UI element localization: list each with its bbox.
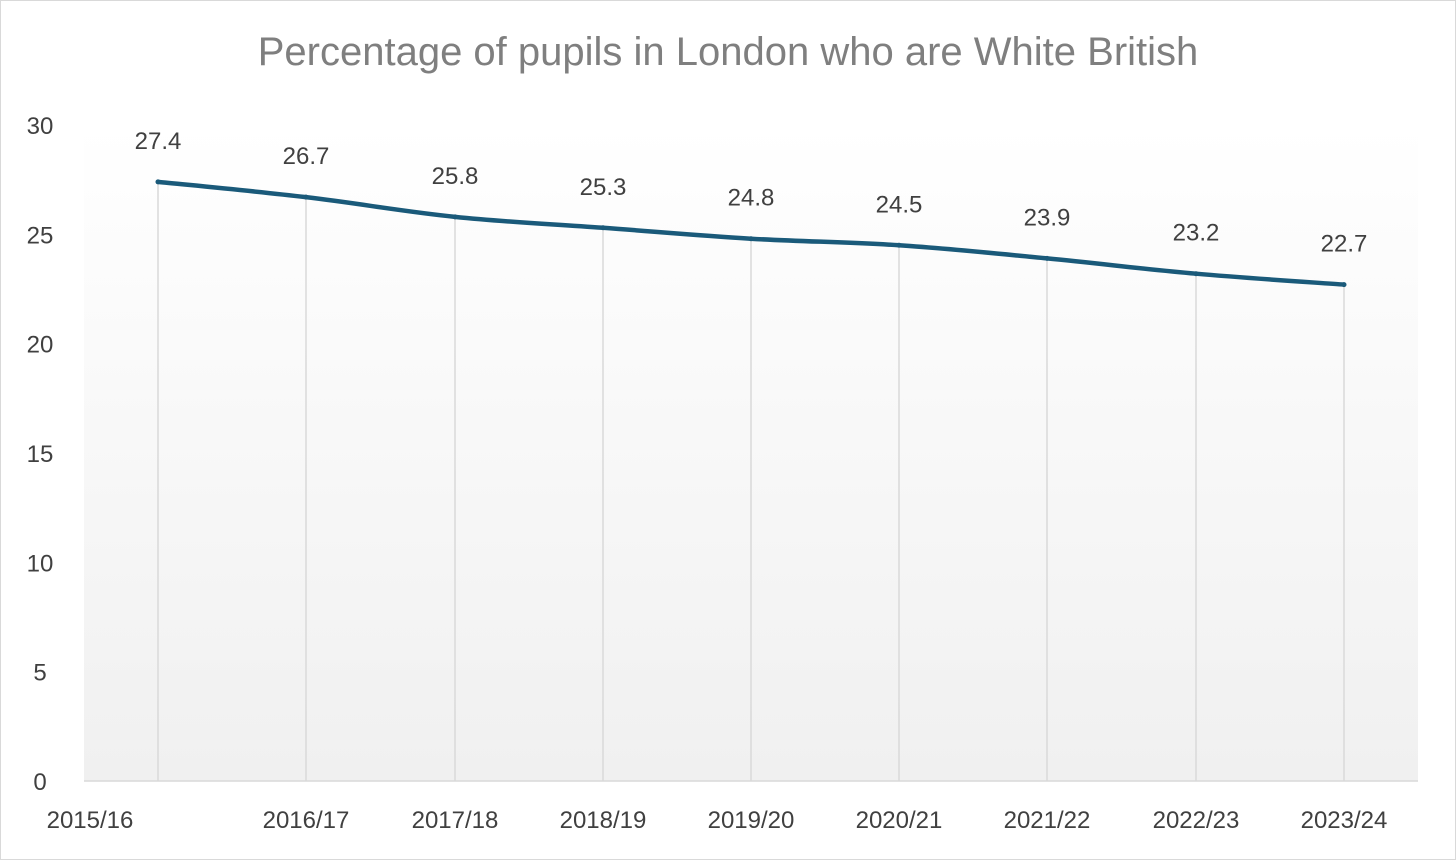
data-label: 24.8 xyxy=(728,185,775,212)
data-point xyxy=(1193,271,1199,277)
x-tick-label: 2022/23 xyxy=(1153,807,1240,834)
x-tick-label: 2020/21 xyxy=(856,807,943,834)
y-tick-label: 20 xyxy=(27,332,54,359)
data-point xyxy=(748,236,754,242)
data-point xyxy=(452,214,458,220)
x-tick-label: 2023/24 xyxy=(1301,807,1388,834)
x-tick-label: 2015/16 xyxy=(47,807,134,834)
data-point xyxy=(155,179,161,185)
data-label: 26.7 xyxy=(283,143,330,170)
data-point xyxy=(303,194,309,200)
y-tick-label: 5 xyxy=(33,660,46,687)
y-tick-label: 10 xyxy=(27,550,54,577)
data-label: 24.5 xyxy=(876,191,923,218)
x-tick-label: 2016/17 xyxy=(263,807,350,834)
data-label: 27.4 xyxy=(135,128,182,155)
data-point xyxy=(600,225,606,231)
data-point xyxy=(1341,282,1347,288)
data-label: 25.3 xyxy=(580,174,627,201)
y-tick-label: 25 xyxy=(27,222,54,249)
y-tick-label: 15 xyxy=(27,441,54,468)
data-label: 22.7 xyxy=(1321,231,1368,258)
x-tick-label: 2021/22 xyxy=(1004,807,1091,834)
y-tick-label: 30 xyxy=(27,113,54,140)
chart-title: Percentage of pupils in London who are W… xyxy=(257,30,1199,74)
data-point xyxy=(896,242,902,248)
x-tick-label: 2017/18 xyxy=(412,807,499,834)
x-tick-label: 2018/19 xyxy=(560,807,647,834)
data-label: 25.8 xyxy=(432,163,479,190)
data-label: 23.9 xyxy=(1024,204,1071,231)
data-label: 23.2 xyxy=(1173,220,1220,247)
data-point xyxy=(1044,255,1050,261)
x-tick-label: 2019/20 xyxy=(708,807,795,834)
y-tick-label: 0 xyxy=(33,769,46,796)
